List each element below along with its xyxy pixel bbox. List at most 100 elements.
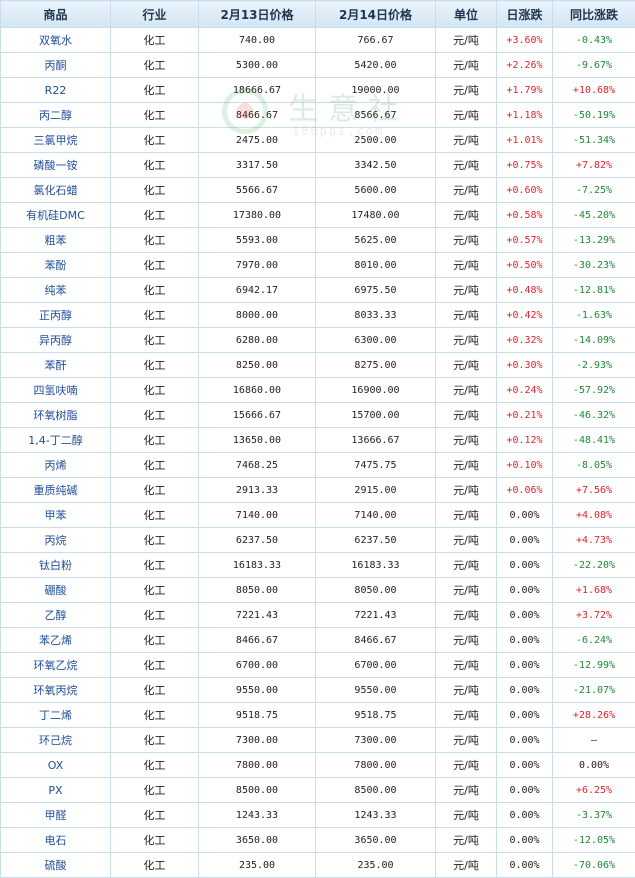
table-row: 重质纯碱 化工 2913.33 2915.00 元/吨 +0.06% +7.56% (0, 477, 635, 503)
commodity-name-link[interactable]: 四氢呋喃 (0, 377, 111, 403)
price-feb13-cell: 7221.43 (198, 602, 316, 628)
yoy-change-cell: -51.34% (552, 127, 635, 153)
unit-cell: 元/吨 (435, 502, 497, 528)
price-feb13-cell: 8000.00 (198, 302, 316, 328)
commodity-name-link[interactable]: 环氧乙烷 (0, 652, 111, 678)
commodity-name-link[interactable]: 环氧树脂 (0, 402, 111, 428)
yoy-change-cell: -12.81% (552, 277, 635, 303)
industry-cell: 化工 (110, 502, 199, 528)
unit-cell: 元/吨 (435, 177, 497, 203)
commodity-name-link[interactable]: 甲苯 (0, 502, 111, 528)
industry-cell: 化工 (110, 727, 199, 753)
price-feb13-cell: 7800.00 (198, 752, 316, 778)
unit-cell: 元/吨 (435, 152, 497, 178)
yoy-change-cell: -50.19% (552, 102, 635, 128)
unit-cell: 元/吨 (435, 852, 497, 878)
commodity-name-link[interactable]: 三氯甲烷 (0, 127, 111, 153)
industry-cell: 化工 (110, 552, 199, 578)
yoy-change-cell: -30.23% (552, 252, 635, 278)
commodity-name-link[interactable]: 电石 (0, 827, 111, 853)
header-price-feb14[interactable]: 2月14日价格 (315, 0, 436, 28)
yoy-change-cell: -22.20% (552, 552, 635, 578)
commodity-name-link[interactable]: 有机硅DMC (0, 202, 111, 228)
yoy-change-cell: 0.00% (552, 752, 635, 778)
price-feb13-cell: 740.00 (198, 27, 316, 53)
commodity-name-link[interactable]: 苯乙烯 (0, 627, 111, 653)
price-feb13-cell: 7468.25 (198, 452, 316, 478)
commodity-name-link[interactable]: 环氧丙烷 (0, 677, 111, 703)
price-feb14-cell: 8033.33 (315, 302, 436, 328)
industry-cell: 化工 (110, 52, 199, 78)
unit-cell: 元/吨 (435, 27, 497, 53)
commodity-name-link[interactable]: OX (0, 752, 111, 778)
yoy-change-cell: +3.72% (552, 602, 635, 628)
commodity-name-link[interactable]: 纯苯 (0, 277, 111, 303)
price-feb13-cell: 5593.00 (198, 227, 316, 253)
table-header-row: 商品 行业 2月13日价格 2月14日价格 单位 日涨跌 同比涨跌 (0, 0, 635, 28)
price-feb14-cell: 17480.00 (315, 202, 436, 228)
daily-change-cell: +1.01% (496, 127, 553, 153)
price-feb13-cell: 235.00 (198, 852, 316, 878)
price-feb14-cell: 7475.75 (315, 452, 436, 478)
price-feb14-cell: 8466.67 (315, 627, 436, 653)
commodity-name-link[interactable]: R22 (0, 77, 111, 103)
daily-change-cell: +0.21% (496, 402, 553, 428)
yoy-change-cell: -3.37% (552, 802, 635, 828)
commodity-name-link[interactable]: 硼酸 (0, 577, 111, 603)
commodity-name-link[interactable]: 氯化石蜡 (0, 177, 111, 203)
commodity-name-link[interactable]: 苯酚 (0, 252, 111, 278)
industry-cell: 化工 (110, 302, 199, 328)
daily-change-cell: +0.48% (496, 277, 553, 303)
header-industry[interactable]: 行业 (110, 0, 199, 28)
commodity-name-link[interactable]: 正丙醇 (0, 302, 111, 328)
commodity-name-link[interactable]: 硫酸 (0, 852, 111, 878)
commodity-name-link[interactable]: 双氧水 (0, 27, 111, 53)
table-row: 正丙醇 化工 8000.00 8033.33 元/吨 +0.42% -1.63% (0, 302, 635, 328)
header-yoy-change[interactable]: 同比涨跌 (552, 0, 635, 28)
yoy-change-cell: +7.82% (552, 152, 635, 178)
commodity-name-link[interactable]: 丙烯 (0, 452, 111, 478)
commodity-name-link[interactable]: 异丙醇 (0, 327, 111, 353)
daily-change-cell: +0.57% (496, 227, 553, 253)
unit-cell: 元/吨 (435, 602, 497, 628)
table-row: 氯化石蜡 化工 5566.67 5600.00 元/吨 +0.60% -7.25% (0, 177, 635, 203)
commodity-name-link[interactable]: 磷酸一铵 (0, 152, 111, 178)
commodity-name-link[interactable]: 重质纯碱 (0, 477, 111, 503)
price-feb14-cell: 9518.75 (315, 702, 436, 728)
price-feb13-cell: 3317.50 (198, 152, 316, 178)
commodity-name-link[interactable]: 乙醇 (0, 602, 111, 628)
yoy-change-cell: -13.29% (552, 227, 635, 253)
table-row: 丙二醇 化工 8466.67 8566.67 元/吨 +1.18% -50.19% (0, 102, 635, 128)
commodity-name-link[interactable]: 粗苯 (0, 227, 111, 253)
unit-cell: 元/吨 (435, 52, 497, 78)
daily-change-cell: +0.50% (496, 252, 553, 278)
header-daily-change[interactable]: 日涨跌 (496, 0, 553, 28)
commodity-name-link[interactable]: PX (0, 777, 111, 803)
header-price-feb13[interactable]: 2月13日价格 (198, 0, 316, 28)
unit-cell: 元/吨 (435, 552, 497, 578)
commodity-name-link[interactable]: 甲醛 (0, 802, 111, 828)
price-feb13-cell: 13650.00 (198, 427, 316, 453)
daily-change-cell: 0.00% (496, 827, 553, 853)
commodity-name-link[interactable]: 1,4-丁二醇 (0, 427, 111, 453)
unit-cell: 元/吨 (435, 577, 497, 603)
industry-cell: 化工 (110, 652, 199, 678)
commodity-name-link[interactable]: 钛白粉 (0, 552, 111, 578)
commodity-name-link[interactable]: 环己烷 (0, 727, 111, 753)
commodity-name-link[interactable]: 丙烷 (0, 527, 111, 553)
price-feb14-cell: 5625.00 (315, 227, 436, 253)
daily-change-cell: +0.60% (496, 177, 553, 203)
unit-cell: 元/吨 (435, 202, 497, 228)
commodity-name-link[interactable]: 丙酮 (0, 52, 111, 78)
header-unit[interactable]: 单位 (435, 0, 497, 28)
yoy-change-cell: -1.63% (552, 302, 635, 328)
daily-change-cell: +2.26% (496, 52, 553, 78)
industry-cell: 化工 (110, 327, 199, 353)
commodity-name-link[interactable]: 苯酐 (0, 352, 111, 378)
unit-cell: 元/吨 (435, 77, 497, 103)
commodity-name-link[interactable]: 丙二醇 (0, 102, 111, 128)
header-commodity[interactable]: 商品 (0, 0, 111, 28)
commodity-name-link[interactable]: 丁二烯 (0, 702, 111, 728)
industry-cell: 化工 (110, 702, 199, 728)
